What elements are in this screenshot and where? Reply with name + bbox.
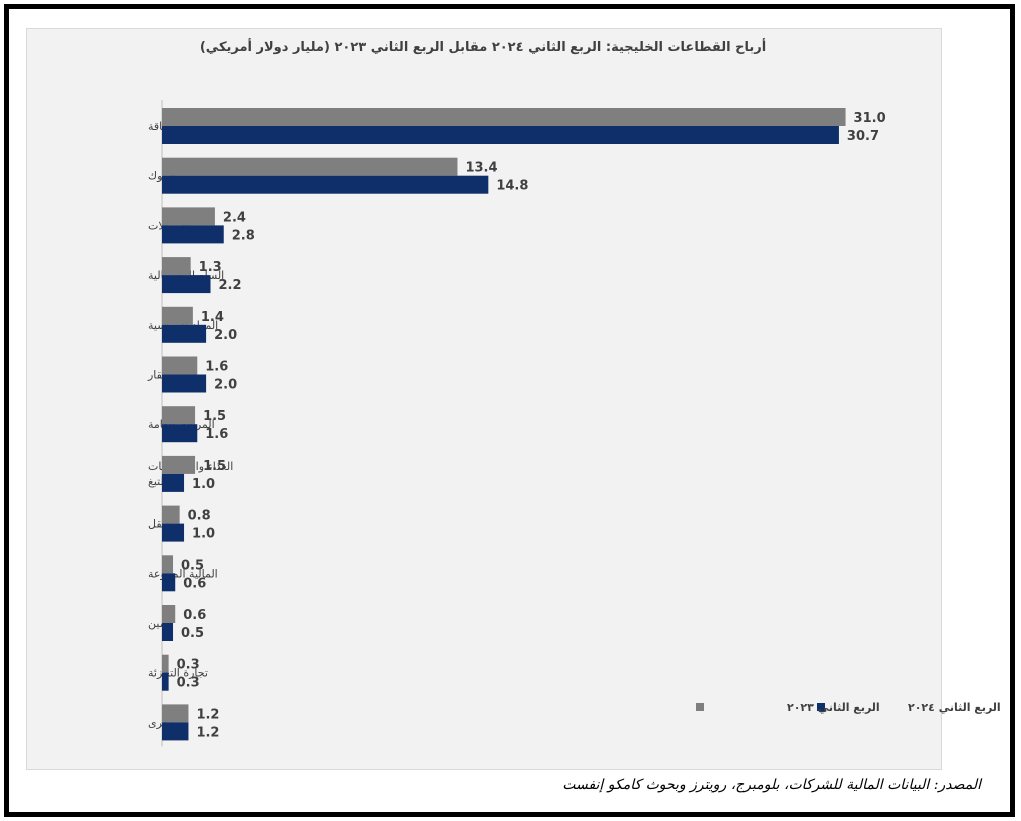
data-label: 1.3 xyxy=(199,260,222,275)
data-label: 1.6 xyxy=(205,427,228,442)
bar-2024 xyxy=(162,523,185,542)
data-label: 2.4 xyxy=(223,210,246,225)
data-label: 1.6 xyxy=(205,360,228,375)
bar-2023 xyxy=(162,356,198,375)
data-label: 1.2 xyxy=(196,725,219,740)
data-label: 1.4 xyxy=(201,310,224,325)
data-label: 31.0 xyxy=(854,111,886,126)
bar-2023 xyxy=(162,406,196,425)
source-note: المصدر: البيانات المالية للشركات، بلومبر… xyxy=(562,777,981,793)
data-label: 2.0 xyxy=(214,328,237,343)
bar-2023 xyxy=(162,704,189,723)
legend-label: الربع الثاني ٢٠٢٣ xyxy=(787,701,880,714)
bar-2024 xyxy=(162,722,189,741)
data-label: 1.2 xyxy=(196,707,219,722)
bar-2024 xyxy=(162,275,211,294)
data-label: 2.0 xyxy=(214,378,237,393)
bar-2023 xyxy=(162,654,169,673)
data-label: 2.8 xyxy=(232,228,255,243)
data-label: 13.4 xyxy=(465,161,497,176)
plot-panel xyxy=(26,28,942,770)
data-label: 0.6 xyxy=(183,608,206,623)
data-label: 2.2 xyxy=(219,278,242,293)
bar-2023 xyxy=(162,505,180,524)
data-label: 0.3 xyxy=(177,658,200,673)
legend-label: الربع الثاني ٢٠٢٤ xyxy=(908,701,1001,714)
bar-2024 xyxy=(162,573,176,592)
bar-2024 xyxy=(162,324,207,343)
data-label: 0.6 xyxy=(183,576,206,591)
data-label: 1.5 xyxy=(203,409,226,424)
data-label: 0.8 xyxy=(188,509,211,524)
bar-2024 xyxy=(162,473,185,492)
bar-2023 xyxy=(162,157,458,176)
bar-2023 xyxy=(162,306,193,325)
bar-2024 xyxy=(162,225,224,244)
data-label: 1.0 xyxy=(192,477,215,492)
bar-2023 xyxy=(162,605,176,623)
data-label: 14.8 xyxy=(496,179,528,194)
bar-2024 xyxy=(162,374,207,393)
bar-2023 xyxy=(162,108,846,126)
bar-2023 xyxy=(162,555,174,574)
data-label: 0.3 xyxy=(177,676,200,691)
data-label: 0.5 xyxy=(181,558,204,573)
data-label: 1.0 xyxy=(192,527,215,542)
bar-2023 xyxy=(162,257,191,276)
chart-title: أرباح القطاعات الخليجية: الربع الثاني ٢٠… xyxy=(199,40,767,55)
legend-swatch xyxy=(817,703,825,711)
data-label: 1.5 xyxy=(203,459,226,474)
bar-2024 xyxy=(162,424,198,443)
bar-2023 xyxy=(162,455,196,474)
bar-2023 xyxy=(162,207,215,226)
bar-2024 xyxy=(162,672,169,691)
legend-swatch xyxy=(696,703,704,711)
data-label: 0.5 xyxy=(181,626,204,641)
bar-2024 xyxy=(162,623,174,641)
data-label: 30.7 xyxy=(847,129,879,144)
bar-2024 xyxy=(162,175,489,194)
bar-2024 xyxy=(162,126,839,144)
